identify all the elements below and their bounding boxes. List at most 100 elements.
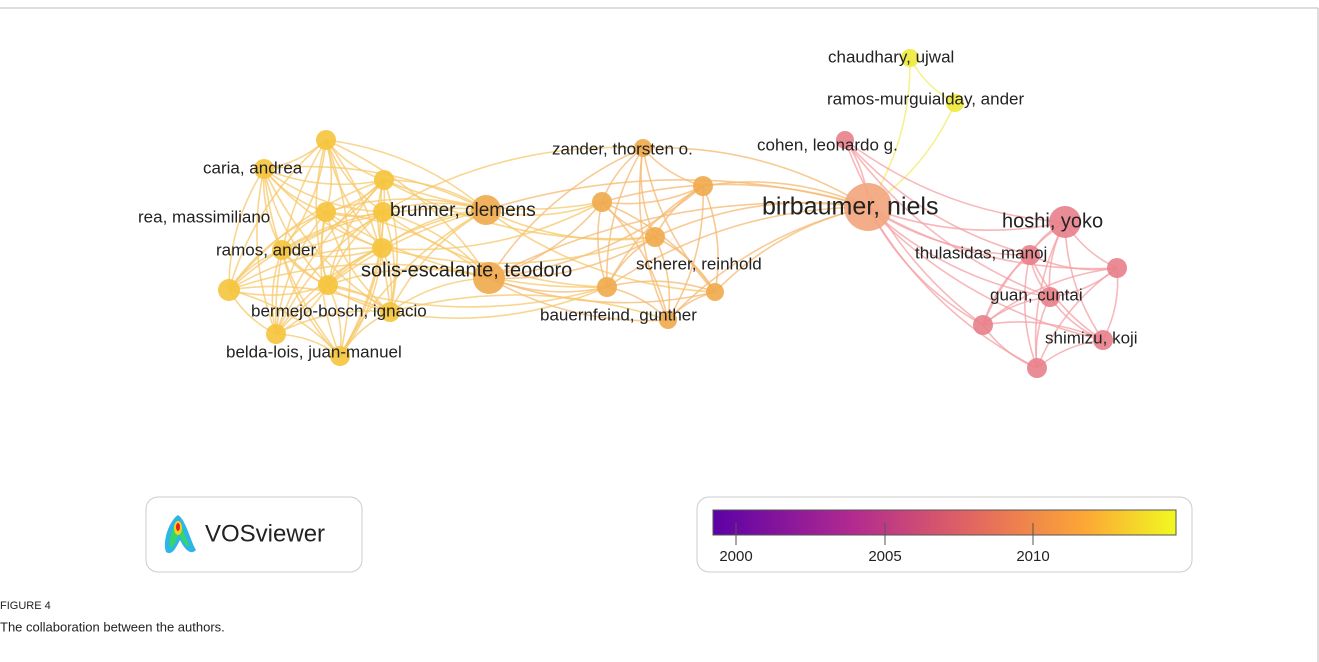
edge bbox=[488, 202, 869, 279]
edge bbox=[325, 139, 351, 357]
edge bbox=[488, 147, 644, 279]
edge bbox=[601, 201, 716, 293]
edge bbox=[844, 139, 1031, 256]
node-label: belda-lois, juan-manuel bbox=[226, 342, 402, 361]
node-label: solis-escalante, teodoro bbox=[361, 259, 572, 281]
node-label: guan, cuntai bbox=[990, 285, 1083, 304]
edge bbox=[228, 211, 384, 291]
edge bbox=[606, 280, 716, 293]
node bbox=[374, 170, 394, 190]
edge bbox=[228, 247, 383, 291]
labels: birbaumer, niels chaudhary, ujwal ramos-mu… bbox=[138, 47, 1138, 361]
node bbox=[693, 176, 713, 196]
edge bbox=[601, 185, 704, 205]
node-label: hoshi, yoko bbox=[1002, 210, 1103, 232]
edge bbox=[982, 267, 1118, 326]
node bbox=[1040, 287, 1060, 307]
node bbox=[645, 227, 665, 247]
node-label: cohen, leonardo g. bbox=[757, 135, 898, 154]
edge bbox=[228, 168, 265, 291]
node-label: chaudhary, ujwal bbox=[828, 47, 954, 66]
edge bbox=[1036, 267, 1118, 369]
colorbar bbox=[712, 509, 1177, 536]
colorbar-ticks: 2000 2005 2010 bbox=[719, 523, 1050, 565]
node bbox=[836, 131, 854, 149]
node-label: thulasidas, manoj bbox=[915, 243, 1047, 262]
edge bbox=[228, 289, 341, 357]
colorbar-tick-label: 2005 bbox=[868, 548, 901, 565]
edge bbox=[339, 211, 384, 357]
edge bbox=[485, 179, 869, 211]
edge bbox=[263, 168, 384, 213]
node bbox=[706, 283, 724, 301]
colorbar-tick-label: 2000 bbox=[719, 548, 752, 565]
edge bbox=[325, 211, 608, 289]
node bbox=[901, 49, 919, 67]
edge bbox=[325, 139, 383, 249]
edge bbox=[228, 139, 327, 291]
node bbox=[1020, 245, 1040, 265]
edge bbox=[228, 179, 385, 291]
edge bbox=[274, 139, 327, 335]
edge bbox=[642, 146, 869, 208]
edge bbox=[339, 247, 383, 357]
node bbox=[254, 159, 274, 179]
node bbox=[597, 277, 617, 297]
edge bbox=[1029, 254, 1104, 341]
node-label: zander, thorsten o. bbox=[552, 139, 693, 158]
edge bbox=[642, 147, 716, 293]
edge bbox=[275, 179, 385, 335]
node bbox=[266, 324, 286, 344]
node bbox=[946, 94, 964, 112]
edge bbox=[263, 168, 341, 357]
node bbox=[380, 302, 400, 322]
node bbox=[330, 346, 350, 366]
edge bbox=[327, 209, 487, 286]
edge bbox=[844, 139, 1051, 298]
node bbox=[659, 311, 677, 329]
edge bbox=[275, 209, 487, 335]
colorbar-tick-label: 2010 bbox=[1016, 548, 1049, 565]
figure-label: FIGURE 4 bbox=[0, 600, 51, 612]
node bbox=[473, 262, 505, 294]
edge bbox=[327, 284, 608, 308]
node bbox=[592, 192, 612, 212]
edge bbox=[389, 294, 669, 321]
node bbox=[973, 315, 993, 335]
edge bbox=[281, 139, 327, 251]
node bbox=[1049, 206, 1081, 238]
edge bbox=[844, 139, 984, 326]
node bbox=[218, 279, 240, 301]
node-label: shimizu, koji bbox=[1045, 328, 1138, 347]
edge bbox=[327, 179, 385, 286]
node bbox=[318, 275, 338, 295]
node-label: bauernfeind, gunther bbox=[540, 305, 697, 324]
node bbox=[844, 183, 892, 231]
node-label: scherer, reinhold bbox=[636, 254, 762, 273]
edge bbox=[389, 286, 608, 319]
edge bbox=[488, 236, 656, 280]
node-label: brunner, clemens bbox=[390, 200, 536, 221]
node bbox=[272, 240, 292, 260]
edge bbox=[982, 321, 1104, 341]
edge bbox=[263, 168, 385, 186]
node bbox=[1093, 330, 1113, 350]
edge bbox=[982, 324, 1038, 369]
node bbox=[372, 238, 392, 258]
figure-caption: The collaboration between the authors. bbox=[0, 619, 225, 634]
edge bbox=[867, 206, 1066, 231]
edge bbox=[867, 206, 1104, 341]
edge bbox=[275, 211, 384, 335]
node bbox=[471, 195, 501, 225]
logo-icon bbox=[164, 515, 196, 554]
edge bbox=[488, 277, 669, 322]
logo-box bbox=[145, 496, 363, 573]
nodes bbox=[218, 49, 1127, 378]
edge bbox=[606, 206, 869, 288]
edge bbox=[982, 221, 1066, 326]
edge bbox=[597, 201, 608, 288]
logo-text: VOSviewer bbox=[205, 520, 325, 547]
node bbox=[1027, 358, 1047, 378]
edge bbox=[325, 211, 490, 279]
